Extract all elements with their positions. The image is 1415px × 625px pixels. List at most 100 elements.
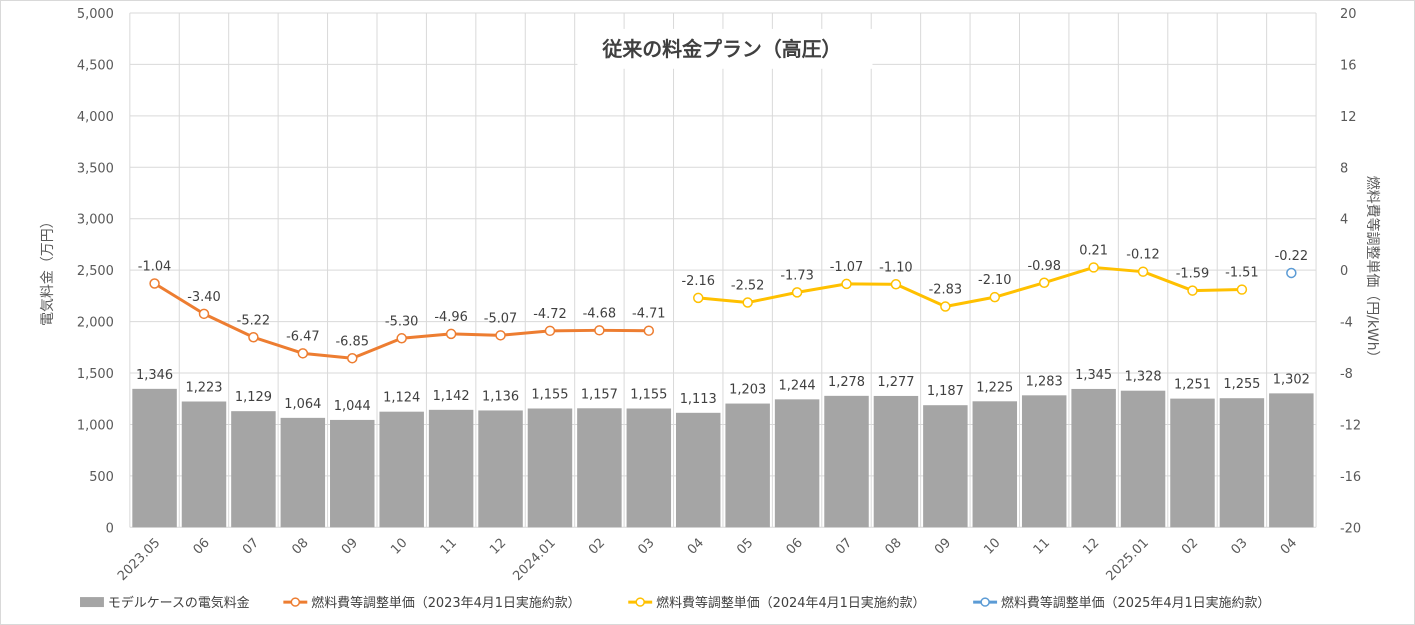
line-point [1286,267,1297,279]
x-tick-label: 04 [1278,535,1300,557]
bar [280,417,326,528]
y-right-tick-label: 20 [1340,7,1356,22]
legend: モデルケースの電気料金 燃料費等調整単価（2023年4月1日実施約款） 燃料費等調整… [80,595,1270,611]
bar [181,401,227,528]
line-data-label: -5.30 [385,314,418,329]
x-tick-label: 04 [685,535,707,557]
x-tick-label: 09 [932,535,954,557]
bar [132,388,177,528]
x-tick-label: 02 [586,535,608,557]
line-data-label: -2.16 [681,274,714,289]
bar [824,395,869,528]
y-right-tick-label: -16 [1340,470,1361,485]
x-tick-label: 2024.01 [510,535,558,583]
bar-data-label: 1,064 [284,397,321,412]
x-tick-label: 09 [339,535,361,557]
x-tick-label: 05 [734,535,756,557]
line-point [248,332,259,343]
y-left-tick-label: 2,000 [77,316,114,331]
bar [1269,393,1314,528]
bar [379,411,424,528]
bar [1120,390,1166,528]
x-tick-label: 12 [487,535,509,557]
y-left-tick-label: 2,500 [77,264,114,279]
grid [129,12,1317,528]
bar [1071,388,1116,528]
line-point [791,287,803,298]
line-point [693,292,704,304]
y-left-tick-label: 0 [106,521,114,536]
line-point [1236,284,1248,295]
bar-data-label: 1,136 [482,389,519,404]
line-data-label: -0.22 [1275,249,1308,264]
line-data-label: -1.04 [138,260,171,275]
bar-data-label: 1,251 [1174,378,1211,393]
chart-title: 従来の料金プラン（高圧） [601,37,841,61]
bar-data-label: 1,223 [185,381,222,396]
line-data-label: -1.59 [1176,267,1209,282]
line-data-label: -5.07 [484,311,517,326]
line-data-label: -3.40 [187,290,220,305]
legend-swatch-marker [290,597,301,607]
bar [873,395,919,528]
y-left-tick-label: 1,500 [77,367,114,382]
bar-data-label: 1,328 [1125,370,1162,385]
legend-label: 燃料費等調整単価（2023年4月1日実施約款） [311,595,580,611]
bar [1021,395,1067,528]
y-left-tick-label: 4,000 [77,110,114,125]
bar-data-label: 1,244 [779,378,816,393]
line-data-label: -4.71 [632,307,665,322]
bar-data-label: 1,255 [1223,377,1260,392]
line-data-label: -2.52 [731,279,764,294]
y-left-tick-label: 4,500 [77,58,114,73]
bar-data-label: 1,277 [877,375,914,390]
x-tick-label: 10 [981,535,1003,557]
x-tick-label: 07 [240,535,262,557]
bar-data-label: 1,278 [828,375,865,390]
series-line [698,265,1242,309]
line-point [940,301,951,312]
bar-data-label: 1,302 [1273,372,1310,387]
y-left-tick-label: 3,000 [77,213,114,228]
bar-data-label: 1,157 [581,387,618,402]
x-tick-label: 08 [289,535,311,557]
line-point [347,352,358,364]
x-tick-label: 11 [438,535,460,557]
y-axis-left-title: 電気料金（万円） [40,214,56,326]
line-point [1137,266,1149,277]
legend-swatch-bar [80,597,104,608]
legend-label: モデルケースの電気料金 [108,595,250,611]
y-right-tick-label: 8 [1340,161,1348,176]
x-tick-label: 03 [635,535,657,557]
x-tick-label: 03 [1228,535,1250,557]
line-data-label: -1.51 [1225,266,1258,281]
line-point [841,278,852,290]
line-point [643,325,655,336]
y-left-tick-label: 3,500 [77,161,114,176]
line-data-label: -4.72 [533,307,566,322]
y-right-tick-label: -4 [1340,316,1353,331]
bar-data-label: 1,142 [433,389,470,404]
y-left-tick-label: 500 [89,470,114,485]
bar [774,399,820,528]
bar [675,412,721,528]
line-data-label: -6.85 [336,334,369,349]
line-data-label: -0.98 [1027,259,1060,274]
legend-swatch-marker [635,597,645,607]
y-right-tick-label: -12 [1340,418,1361,433]
line-point [495,330,506,341]
bar [972,401,1018,528]
line-data-label: -4.96 [434,310,467,325]
line-data-label: -4.68 [583,306,616,321]
line-data-label: -5.22 [237,313,270,328]
x-tick-label: 2023.05 [115,535,163,583]
bar-data-label: 1,346 [136,368,173,383]
bar-data-label: 1,124 [383,391,420,406]
y-axis-right-title: 燃料費等調整単価（円/kWh） [1364,176,1381,365]
y-right-tick-label: 12 [1340,110,1356,125]
legend-swatch-marker [980,597,990,607]
bar-data-label: 1,129 [235,390,272,405]
bar [330,419,375,528]
y-right-tick-label: -8 [1340,367,1353,382]
x-tick-label: 08 [882,535,904,557]
